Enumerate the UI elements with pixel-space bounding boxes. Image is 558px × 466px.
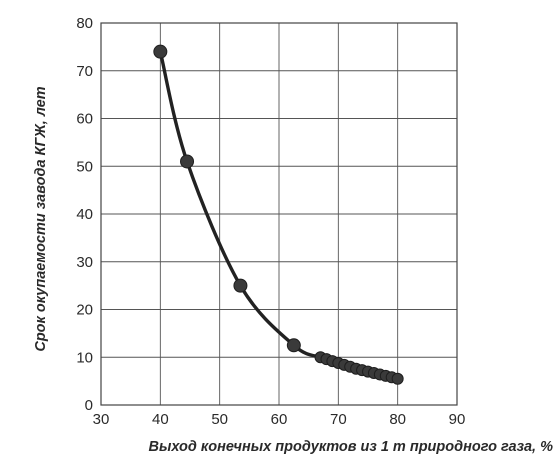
data-point [391,372,404,385]
x-tick-label: 40 [152,411,169,428]
x-tick-label: 50 [211,411,228,428]
y-tick-label: 60 [76,111,93,128]
y-tick-label: 30 [76,254,93,271]
y-tick-label: 10 [76,349,93,366]
x-tick-label: 30 [93,411,110,428]
y-tick-label: 70 [76,63,93,80]
data-points [153,44,404,385]
data-point [180,154,195,169]
x-axis-title: Выход конечных продуктов из 1 т природно… [148,439,553,455]
x-tick-label: 80 [389,411,406,428]
y-axis-title: Срок окупаемости завода КГЖ, лет [33,86,49,351]
data-point [286,338,301,353]
tick-labels: 30 40 50 60 70 80 90 0 10 20 30 40 50 60 70 80 [76,15,465,428]
data-point [233,278,248,293]
x-tick-label: 90 [449,411,466,428]
plot-frame [100,22,458,406]
y-tick-label: 50 [76,158,93,175]
data-point [153,44,168,59]
y-tick-label: 20 [76,302,93,319]
grid-layer [100,22,458,406]
y-tick-label: 80 [76,15,93,32]
y-tick-label: 0 [85,397,93,414]
x-tick-label: 60 [271,411,288,428]
y-tick-label: 40 [76,206,93,223]
x-tick-label: 70 [330,411,347,428]
